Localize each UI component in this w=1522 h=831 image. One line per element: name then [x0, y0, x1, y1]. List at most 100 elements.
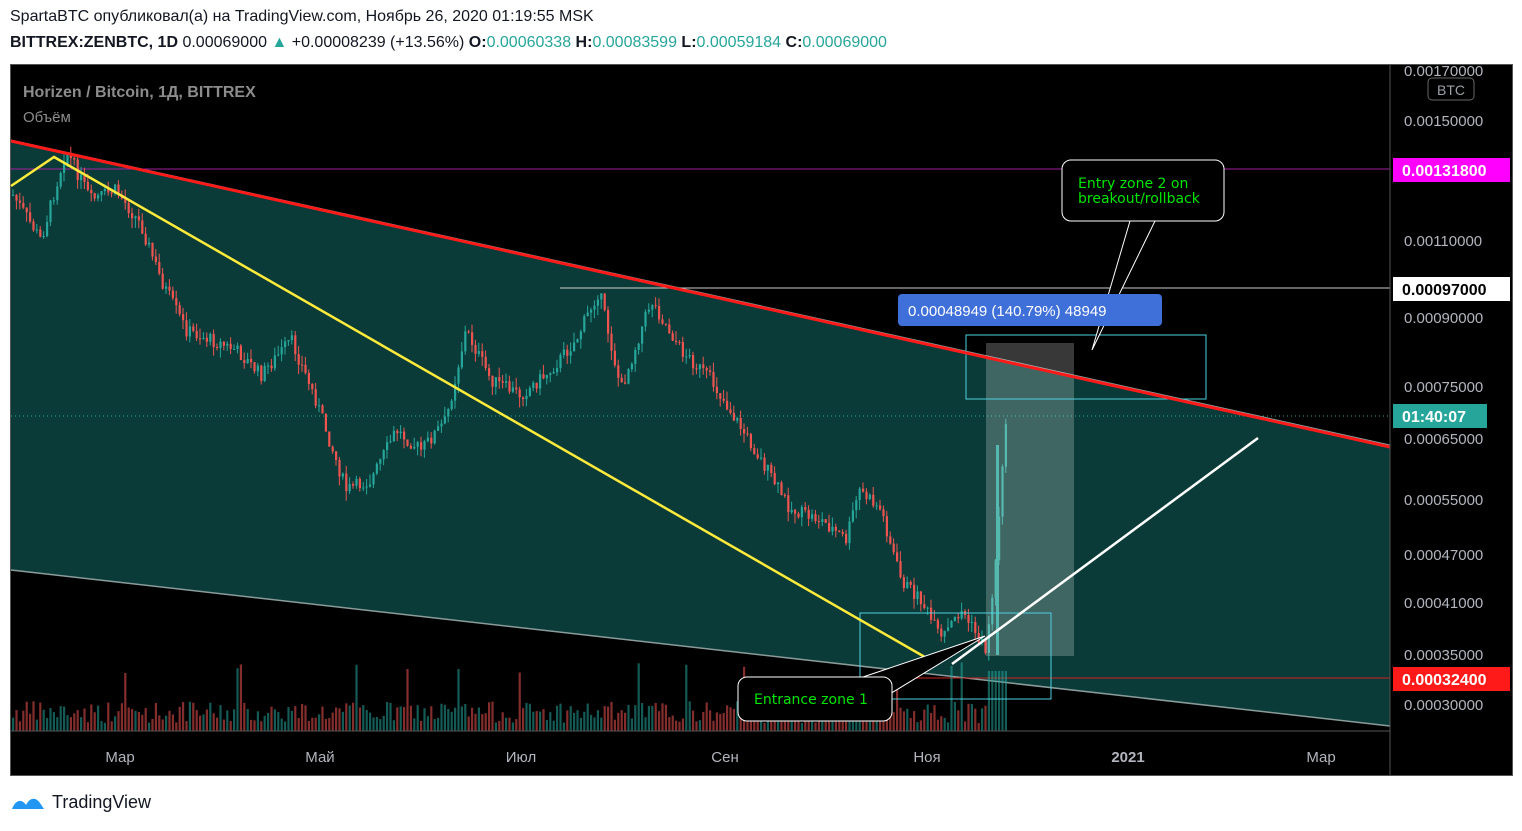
volume-bar [868, 713, 871, 731]
volume-bar [12, 717, 15, 731]
price-label-mid: 0.00097000 [1402, 282, 1487, 299]
y-tick-label: 0.00170000 [1404, 63, 1483, 80]
channel-bottom-line[interactable] [10, 569, 1391, 727]
volume-bar [899, 707, 902, 731]
candle-body [409, 445, 412, 449]
price-label-low: 0.00032400 [1402, 672, 1487, 689]
volume-bar [239, 664, 242, 731]
volume-bar [355, 664, 358, 731]
candle-body [250, 358, 253, 363]
entry-zone-2-box[interactable] [965, 334, 1207, 400]
volume-bar [66, 715, 69, 731]
candle-body [783, 494, 786, 496]
y-axis-ticks[interactable]: 0.00170000 0.00150000 0.00110000 0.00090000… [1404, 63, 1483, 714]
volume-bar [515, 719, 518, 731]
candle-body [311, 383, 314, 390]
candle-body [90, 189, 93, 194]
currency-badge[interactable] [1427, 77, 1475, 101]
candle-body [195, 330, 198, 339]
volume-bar [273, 709, 276, 731]
volume-bar [134, 710, 137, 731]
candle-body [117, 184, 120, 195]
callout-box-2[interactable] [1061, 159, 1225, 222]
candle-body [494, 377, 497, 387]
candle-body [953, 616, 956, 621]
volume-bar [426, 716, 429, 731]
volume-bar [151, 718, 154, 731]
volume-bar [369, 712, 372, 731]
volume-bar [494, 722, 497, 731]
volume-bar [756, 717, 759, 731]
measure-label-box [898, 294, 1162, 326]
candle-body [209, 333, 212, 342]
x-axis-ticks[interactable]: Мар Май Июл Сен Ноя 2021 Мар [105, 749, 1335, 766]
volume-bar [1001, 671, 1004, 731]
volume-bar [705, 702, 708, 731]
volume-bar [365, 709, 368, 731]
candle-body [484, 356, 487, 369]
volume-bar [335, 707, 338, 731]
volume-bar [902, 711, 905, 731]
volume-bar [137, 711, 140, 731]
candle-body [794, 509, 797, 514]
volume-bar [280, 718, 283, 731]
candle-body [396, 430, 399, 434]
candle-body [933, 619, 936, 621]
candle-body [678, 341, 681, 343]
candle-body [137, 216, 140, 221]
candle-body [586, 312, 589, 317]
candle-body [535, 382, 538, 389]
y-tick-label: 0.00035000 [1404, 647, 1483, 664]
candle-body [338, 459, 341, 477]
volume-bar [246, 709, 249, 731]
candle-body [66, 153, 69, 164]
candle-body [433, 430, 436, 444]
volume-bar [552, 720, 555, 731]
volume-bar [199, 715, 202, 731]
volume-bar [583, 711, 586, 731]
volume-bar [345, 703, 348, 731]
volume-bar [375, 716, 378, 731]
price-label-mid-bg [1393, 277, 1510, 301]
volume-bar [42, 709, 45, 731]
volume-bar [331, 712, 334, 731]
volume-bars [12, 662, 1007, 731]
volume-bar [549, 712, 552, 731]
volume-bar [352, 702, 355, 731]
candle-body [695, 368, 698, 370]
candle-body [620, 377, 623, 383]
candle-body [199, 338, 202, 340]
candle-body [518, 389, 521, 398]
annotation-entrance-zone-1: Entrance zone 1 [754, 692, 868, 708]
x-tick-label: Мар [105, 749, 134, 766]
candle-body [148, 242, 151, 245]
measure-range[interactable] [986, 343, 1074, 656]
candle-body [596, 299, 599, 306]
volume-bar [440, 703, 443, 731]
volume-bar [107, 702, 110, 731]
volume-bar [175, 722, 178, 731]
yellow-trend-line[interactable] [10, 155, 931, 662]
projection-line[interactable] [951, 436, 1259, 666]
candle-body [86, 181, 89, 190]
callout-pointer-2 [1091, 220, 1156, 351]
volume-bar [110, 721, 113, 731]
volume-bar [1004, 671, 1007, 731]
volume-bar [392, 720, 395, 731]
volume-bar [661, 703, 664, 731]
footer-brand[interactable]: TradingView [10, 792, 151, 813]
annotation-entry-zone-2-line2: breakout/rollback [1078, 191, 1201, 207]
candle-body [940, 628, 943, 637]
low-value: 0.00059184 [696, 34, 782, 51]
candle-body [647, 309, 650, 312]
candle-body [93, 193, 96, 199]
callout-box-1[interactable] [737, 676, 893, 722]
entrance-zone-1-box[interactable] [859, 612, 1052, 700]
candle-body [851, 510, 854, 522]
volume-bar [165, 715, 168, 731]
volume-bar [634, 705, 637, 731]
resistance-line[interactable] [10, 139, 1391, 449]
high-value: 0.00083599 [592, 34, 677, 51]
candle-body [188, 326, 191, 337]
